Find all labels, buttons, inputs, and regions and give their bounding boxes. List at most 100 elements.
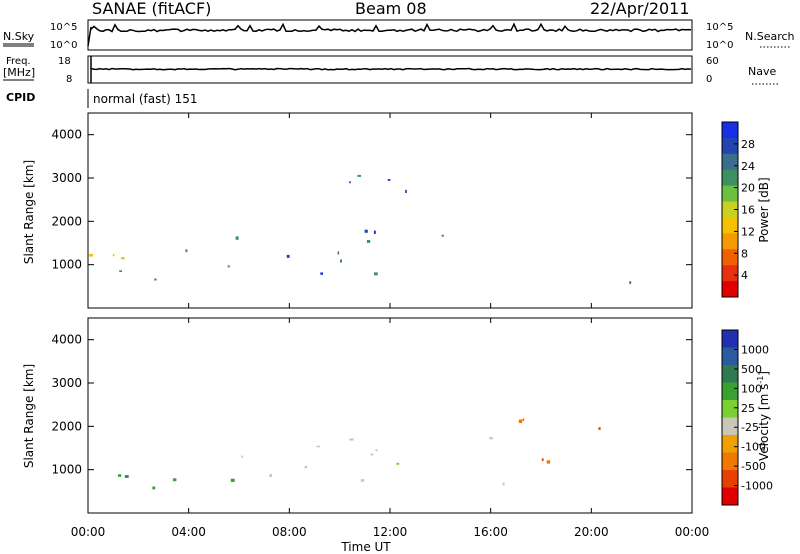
echo-cell (546, 460, 551, 464)
colorbar-swatch (722, 201, 738, 218)
nsearch-label: N.Search (745, 30, 795, 43)
echo-cell (241, 455, 243, 458)
echo-cell (89, 253, 93, 257)
echo-cell (340, 259, 342, 263)
cpid-mode: normal (fast) 151 (93, 92, 197, 106)
nsearch-tick-bottom: 10^0 (706, 40, 733, 51)
power-colorbar-label: Power [dB] (757, 177, 771, 242)
x-tick-label: 04:00 (171, 525, 206, 539)
velocity-panel: 1000 2000 3000 4000 Slant Range [km] 1000 50… (22, 317, 773, 514)
echo-cell (349, 181, 351, 184)
nsky-trace (87, 22, 692, 47)
colorbar-swatch (722, 122, 738, 139)
velocity-colorbar: 1000 500 100 25 -25 -100 -500 -1000 (721, 329, 773, 506)
colorbar-swatch (722, 249, 738, 266)
colorbar-swatch (722, 400, 738, 418)
x-tick-label: 00:00 (675, 525, 710, 539)
echo-cell (541, 458, 544, 461)
colorbar-tick-label: 1000 (741, 343, 769, 356)
colorbar-swatch (722, 487, 738, 506)
x-tick-label: 12:00 (373, 525, 408, 539)
echo-cell (124, 475, 129, 478)
colorbar-tick-label: 25 (741, 402, 755, 415)
colorbar-tick-label: 28 (741, 138, 755, 151)
echo-cell (230, 478, 235, 482)
x-tick-label: 16:00 (473, 525, 508, 539)
date-title: 22/Apr/2011 (590, 0, 690, 18)
freq-label: Freq. (6, 56, 31, 67)
echo-cell (121, 257, 125, 260)
echo-cell (375, 449, 378, 452)
colorbar-tick-label: 24 (741, 160, 755, 173)
colorbar-swatch (722, 417, 738, 436)
freq-panel: Freq. [MHz] 18 8 60 0 Nave (3, 55, 778, 85)
power-panel: 1000 2000 3000 4000 Slant Range [km] 4 8 12 16… (22, 112, 771, 309)
echo-cell (316, 445, 321, 448)
echo-cell (119, 270, 122, 272)
echo-cell (269, 474, 272, 477)
y-tick-label: 2000 (51, 419, 82, 433)
colorbar-tick-label: 100 (741, 382, 762, 395)
echo-cell (366, 240, 371, 243)
colorbar-swatch (722, 265, 738, 282)
colorbar-swatch (722, 137, 738, 155)
echo-cell (629, 281, 632, 285)
colorbar-swatch (722, 382, 738, 401)
y-tick-label: 1000 (51, 258, 82, 272)
y-tick-label: 4000 (51, 333, 82, 347)
echo-cell (154, 278, 157, 281)
echo-cell (373, 230, 376, 234)
colorbar-swatch (722, 470, 738, 488)
freq-tick: 8 (66, 74, 72, 85)
echo-cell (396, 462, 400, 465)
echo-cell (489, 437, 493, 440)
nave-tick-bottom: 0 (706, 74, 712, 85)
colorbar-swatch (722, 347, 738, 366)
beam-title: Beam 08 (355, 0, 427, 18)
freq-unit: [MHz] (3, 66, 35, 79)
x-axis-label: Time UT (340, 540, 391, 554)
echo-cell (441, 234, 444, 237)
echo-cell (152, 486, 156, 490)
station-title: SANAE (fitACF) (92, 0, 211, 18)
echo-cell (337, 251, 340, 255)
echo-cell (117, 474, 122, 477)
echo-cell (185, 249, 188, 253)
echo-cell (370, 453, 374, 456)
freq-trace (90, 56, 692, 83)
echo-cell (502, 482, 505, 486)
nave-label: Nave (748, 65, 776, 78)
colorbar-swatch (722, 153, 738, 171)
y-tick-label: 3000 (51, 376, 82, 390)
colorbar-swatch (722, 233, 738, 250)
echo-cell (227, 265, 230, 268)
colorbar-tick-label: 12 (741, 225, 755, 238)
colorbar-tick-label: -25 (741, 421, 759, 434)
colorbar-swatch (722, 281, 738, 298)
nsearch-tick-top: 10^5 (706, 22, 733, 33)
nsky-panel: N.Sky 10^5 10^0 10^5 10^0 N.Search (3, 19, 795, 51)
x-tick-label: 20:00 (574, 525, 609, 539)
colorbar-tick-label: 8 (741, 247, 748, 260)
echo-cell (349, 438, 354, 441)
velocity-colorbar-label: Velocity [m s-1] (756, 371, 771, 461)
colorbar-tick-label: 20 (741, 182, 755, 195)
colorbar-tick-label: -100 (741, 441, 766, 454)
colorbar-frame (721, 329, 739, 506)
echo-cell (172, 478, 177, 482)
power-y-ticks: 1000 2000 3000 4000 (51, 128, 692, 272)
power-ylabel: Slant Range [km] (22, 160, 36, 264)
freq-line (90, 67, 692, 71)
echo-cell (235, 236, 239, 240)
echo-cell (374, 272, 378, 276)
echo-cell (518, 419, 523, 423)
colorbar-swatch (722, 330, 738, 348)
echo-cell (364, 229, 368, 233)
y-tick-label: 2000 (51, 214, 82, 228)
echo-cell (360, 479, 365, 482)
echo-cell (320, 272, 323, 275)
colorbar-swatch (722, 435, 738, 453)
echo-cell (304, 465, 308, 469)
x-tick-label: 00:00 (71, 525, 106, 539)
